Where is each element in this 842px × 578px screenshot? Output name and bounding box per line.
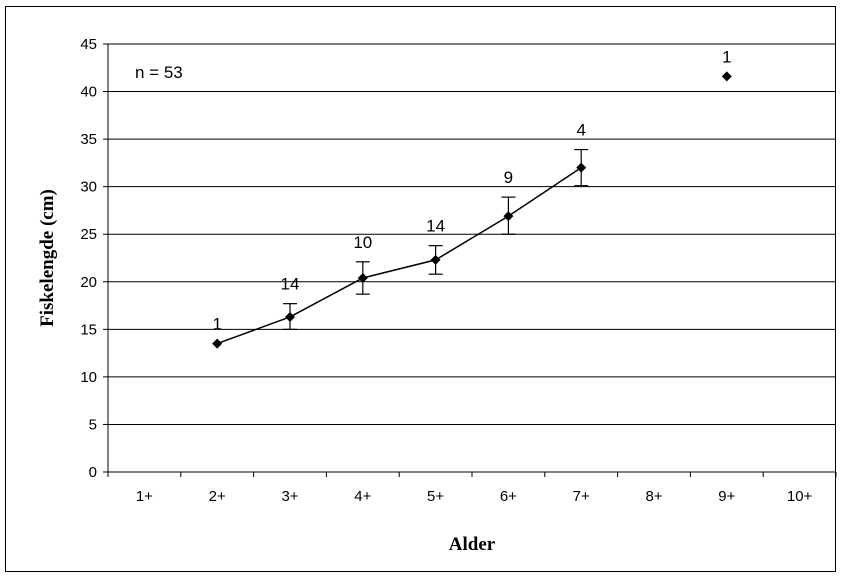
y-tick-label: 0 (89, 464, 97, 481)
data-point (212, 338, 223, 349)
series-line (216, 167, 582, 345)
y-tick-label: 10 (80, 369, 97, 386)
data-labels: 1 14 10 14 9 4 1 (212, 47, 731, 333)
x-tick-label: 1+ (136, 488, 153, 505)
chart-frame (5, 6, 836, 572)
data-label: 1 (722, 47, 731, 66)
data-label: 1 (212, 315, 221, 334)
x-tick-label: 3+ (281, 488, 298, 505)
x-tick-label: 9+ (718, 488, 735, 505)
y-ticks: 0 5 10 15 20 25 30 35 40 45 (80, 36, 108, 481)
data-point (576, 162, 587, 173)
y-tick-label: 20 (80, 274, 97, 291)
x-tick-label: 5+ (427, 488, 444, 505)
y-tick-label: 35 (80, 131, 97, 148)
y-axis-title: Fiskelengde (cm) (37, 189, 58, 327)
y-tick-label: 40 (80, 84, 97, 101)
axes (107, 44, 836, 473)
x-tick-label: 10+ (787, 488, 813, 505)
y-tick-label: 15 (80, 321, 97, 338)
x-tick-label: 6+ (500, 488, 517, 505)
x-tick-label: 8+ (645, 488, 662, 505)
x-tick-label: 7+ (573, 488, 590, 505)
y-tick-label: 25 (80, 226, 97, 243)
data-label: 14 (426, 217, 445, 236)
x-tick-label: 2+ (209, 488, 226, 505)
data-point (357, 272, 368, 283)
series-marks (212, 71, 732, 349)
data-point (721, 71, 732, 82)
x-axis-title: Alder (449, 534, 496, 555)
data-label: 10 (353, 233, 372, 252)
x-tick-label: 4+ (354, 488, 371, 505)
data-point (503, 211, 514, 222)
n-annotation: n = 53 (135, 63, 183, 82)
x-ticks: 1+ 2+ 3+ 4+ 5+ 6+ 7+ 8+ 9+ 10+ (107, 472, 837, 505)
y-tick-label: 45 (80, 36, 97, 53)
data-point (285, 311, 295, 322)
gridlines (108, 43, 836, 425)
y-tick-label: 30 (80, 179, 97, 196)
data-label: 4 (576, 121, 585, 140)
y-tick-label: 5 (89, 416, 97, 433)
data-point (430, 254, 441, 265)
data-label: 14 (281, 275, 300, 294)
data-label: 9 (504, 168, 513, 187)
